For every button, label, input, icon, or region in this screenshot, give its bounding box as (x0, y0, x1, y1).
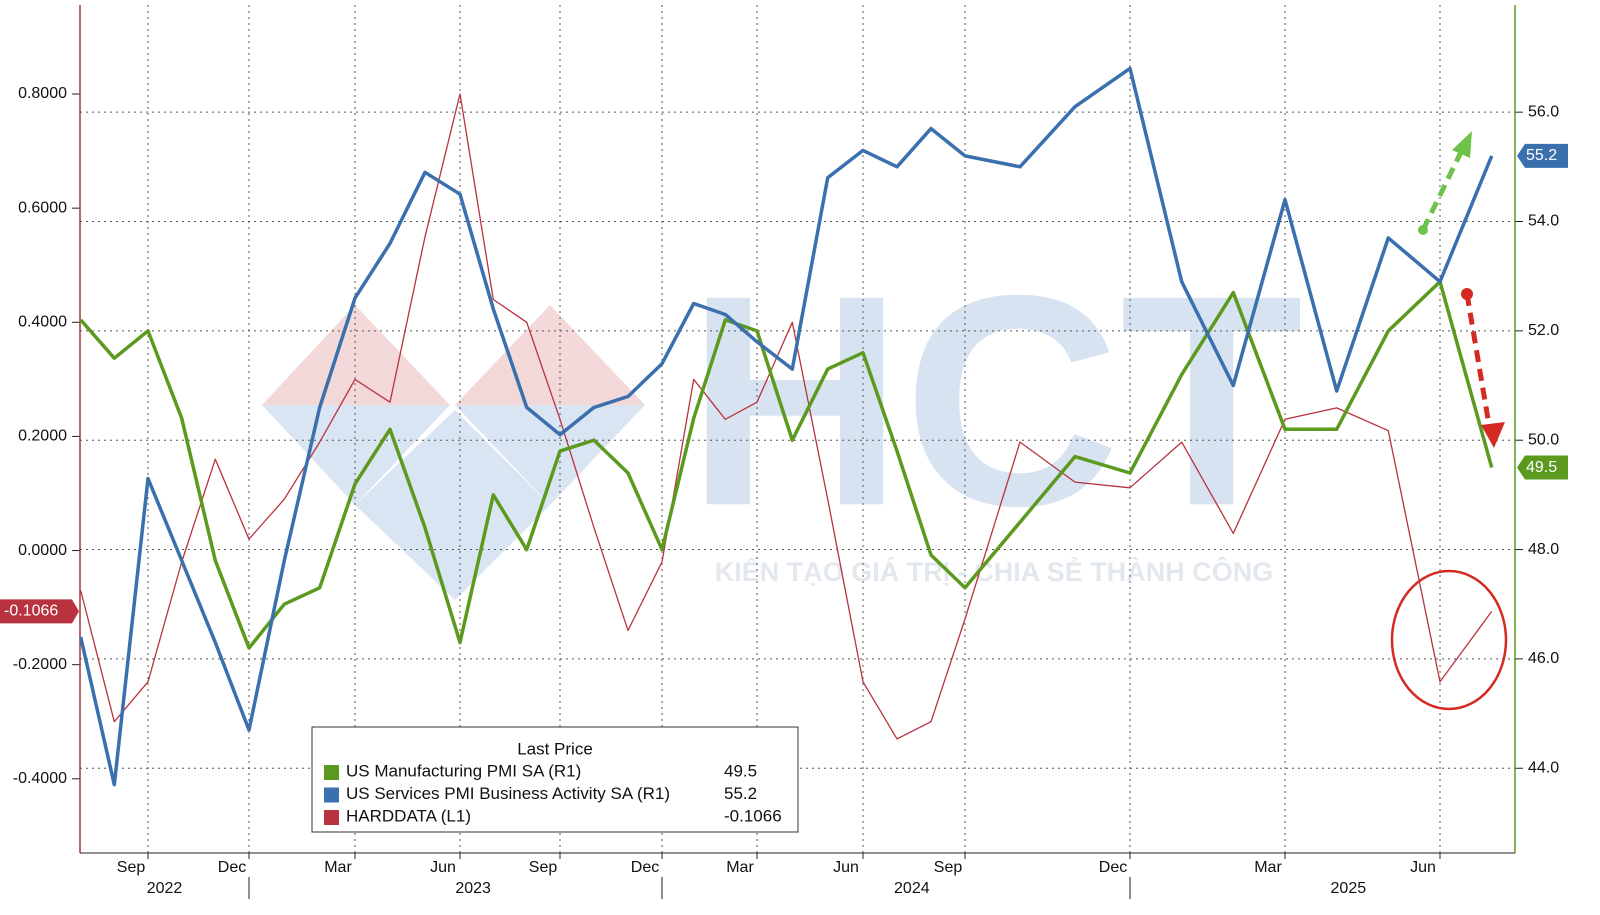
down-arrow (1464, 293, 1492, 426)
value-tag (1517, 455, 1568, 480)
up-arrow (1420, 148, 1465, 232)
legend-value: 55.2 (724, 784, 757, 803)
y-tick-label: -0.4000 (13, 770, 67, 787)
legend-label: US Services PMI Business Activity SA (R1… (346, 784, 670, 803)
down-arrow-dot (1461, 288, 1473, 300)
watermark-slogan: KIẾN TẠO GIÁ TRỊ - CHIA SẺ THÀNH CÔNG (715, 555, 1274, 587)
x-tick-label: Sep (117, 859, 146, 876)
x-tick-label: Mar (726, 859, 754, 876)
legend-label: HARDDATA (L1) (346, 806, 471, 825)
y2-tick-label: 50.0 (1528, 431, 1559, 448)
y-tick-label: 0.4000 (18, 314, 67, 331)
value-tag-label: -0.1066 (4, 603, 58, 620)
logo-shape (455, 405, 645, 505)
y2-tick-label: 54.0 (1528, 213, 1559, 230)
x-tick-label: Dec (1099, 859, 1127, 876)
year-label: 2024 (894, 880, 930, 897)
logo-shape (262, 405, 450, 505)
legend-swatch (324, 765, 339, 780)
x-tick-label: Dec (631, 859, 659, 876)
y2-tick-label: 48.0 (1528, 541, 1559, 558)
legend-value: -0.1066 (724, 806, 782, 825)
plot: 44.0 46.0 48.0 50.0 52.0 54.0 56.0 -0.4000 -0.20… (0, 5, 1568, 899)
x-tick-label: Mar (324, 859, 352, 876)
legend-title: Last Price (517, 739, 593, 758)
value-tag (1517, 143, 1568, 168)
up-arrow-dot (1418, 225, 1428, 235)
y2-tick-label: 44.0 (1528, 759, 1559, 776)
y2-tick-label: 52.0 (1528, 322, 1559, 339)
x-tick-label: Dec (218, 859, 246, 876)
y-tick-label: 0.0000 (18, 542, 67, 559)
x-tick-label: Jun (1410, 859, 1436, 876)
y-tick-label: 0.6000 (18, 199, 67, 216)
year-label: 2023 (455, 880, 491, 897)
y-tick-label: 0.8000 (18, 85, 67, 102)
year-label: 2022 (147, 880, 183, 897)
x-tick-label: Jun (833, 859, 859, 876)
legend: Last Price US Manufacturing PMI SA (R1) 4… (311, 726, 799, 833)
value-tag-label: 49.5 (1526, 459, 1557, 476)
x-tick-label: Jun (430, 859, 456, 876)
series-line (80, 93, 1493, 740)
logo-shape (355, 410, 550, 600)
legend-label: US Manufacturing PMI SA (R1) (346, 761, 581, 780)
value-tag (0, 599, 79, 624)
series-line (79, 279, 1494, 650)
y-tick-label: 0.2000 (18, 428, 67, 445)
x-tick-label: Sep (529, 859, 558, 876)
watermark: HCT KIẾN TẠO GIÁ TRỊ - CHIA SẺ THÀNH CÔN… (262, 232, 1303, 600)
highlight-circle (1390, 569, 1508, 711)
x-tick-label: Sep (934, 859, 963, 876)
y2-tick-label: 56.0 (1528, 103, 1559, 120)
legend-swatch (324, 787, 339, 803)
logo-shape (262, 305, 450, 405)
y2-tick-label: 46.0 (1528, 650, 1559, 667)
annotations (1390, 131, 1508, 711)
x-tick-label: Mar (1254, 859, 1282, 876)
legend-box (311, 726, 799, 833)
legend-swatch (324, 810, 339, 825)
down-arrow-head (1481, 422, 1505, 448)
up-arrow-head (1452, 131, 1472, 158)
logo-shape (455, 305, 645, 405)
year-label: 2025 (1331, 880, 1367, 897)
value-tag-label: 55.2 (1526, 147, 1557, 164)
watermark-logo: HCT (687, 232, 1304, 568)
legend-value: 49.5 (724, 761, 757, 780)
series-line (78, 66, 1494, 787)
y-tick-label: -0.2000 (13, 656, 67, 673)
